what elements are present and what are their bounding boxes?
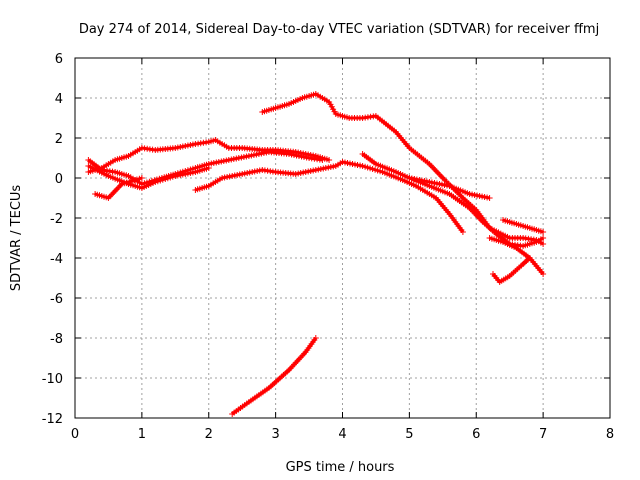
y-tick-label: -10	[42, 372, 63, 387]
x-tick-label: 5	[405, 427, 413, 442]
series-track-k	[490, 255, 533, 285]
tick-layer: 0 1 2 3 4 5 6 7 8 -12 -10 -8 -6 -4 -2 0 2 4 6	[42, 52, 614, 442]
x-tick-label: 8	[606, 427, 614, 442]
x-tick-label: 2	[205, 427, 213, 442]
y-tick-label: 0	[55, 172, 63, 187]
series-markers	[490, 255, 533, 285]
series-markers	[259, 91, 547, 247]
series-track-i	[500, 217, 547, 235]
series-markers	[229, 335, 319, 417]
x-tick-label: 0	[71, 427, 79, 442]
series-track-c	[85, 163, 212, 191]
y-tick-label: -6	[50, 292, 63, 307]
data-layer	[85, 91, 547, 417]
series-track-f	[259, 91, 547, 247]
series-markers	[92, 175, 145, 201]
x-tick-label: 1	[138, 427, 146, 442]
series-line	[194, 160, 465, 233]
x-tick-label: 3	[271, 427, 279, 442]
series-track-h	[406, 175, 493, 201]
y-tick-label: 2	[55, 132, 63, 147]
series-track-d	[92, 175, 145, 201]
grid-layer	[75, 58, 610, 418]
y-tick-label: -8	[50, 332, 63, 347]
series-track-e	[192, 159, 466, 235]
series-track-a	[85, 137, 333, 175]
series-track-l	[229, 335, 319, 417]
y-tick-label: -2	[50, 212, 63, 227]
y-tick-label: -4	[50, 252, 63, 267]
chart-title: Day 274 of 2014, Sidereal Day-to-day VTE…	[79, 22, 599, 37]
series-line	[261, 92, 544, 246]
y-tick-label: 4	[55, 92, 63, 107]
series-markers	[359, 151, 547, 249]
x-tick-label: 7	[539, 427, 547, 442]
series-markers	[406, 175, 493, 201]
series-markers	[85, 137, 333, 175]
y-axis-label: SDTVAR / TECUs	[9, 185, 24, 292]
x-tick-label: 6	[472, 427, 480, 442]
y-tick-label: 6	[55, 52, 63, 67]
series-markers	[500, 217, 547, 235]
x-axis-label: GPS time / hours	[286, 460, 395, 475]
y-tick-label: -12	[42, 412, 63, 427]
series-track-g	[359, 151, 547, 249]
x-tick-label: 4	[338, 427, 346, 442]
series-markers	[192, 159, 466, 235]
